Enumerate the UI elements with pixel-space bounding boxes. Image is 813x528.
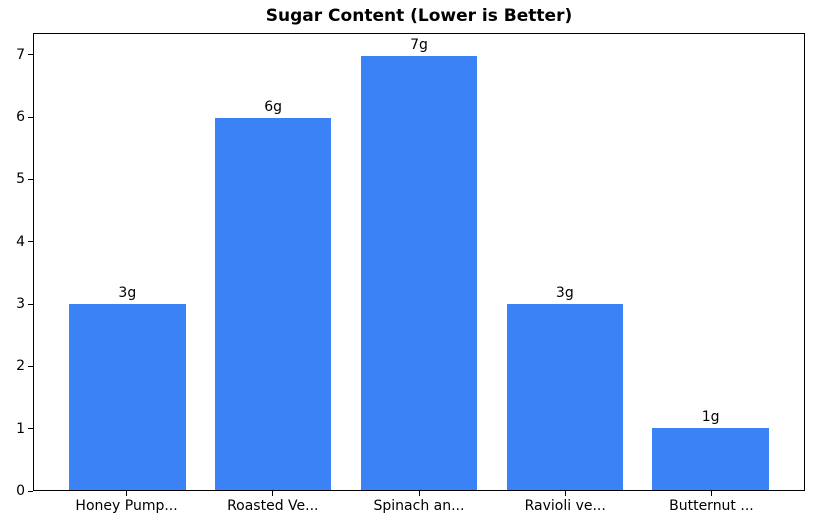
bar-value-label-3: 7g <box>410 36 428 53</box>
y-tick-label: 0 <box>16 483 25 499</box>
y-tick-mark <box>28 54 33 56</box>
y-tick-label: 4 <box>16 233 25 250</box>
y-tick-label: 7 <box>16 46 25 63</box>
y-tick-label: 6 <box>16 109 25 126</box>
y-tick-mark <box>28 490 33 492</box>
bar-value-label-4: 3g <box>555 284 574 301</box>
x-tick-label-4: Ravioli ve... <box>524 498 606 514</box>
y-tick-mark <box>28 116 33 118</box>
x-tick-mark <box>418 491 420 496</box>
y-tick-mark <box>28 241 33 243</box>
bar-3 <box>360 55 478 490</box>
x-tick-label-5: Butternut ... <box>669 498 754 514</box>
y-tick-label: 1 <box>16 420 25 437</box>
bar-value-label-5: 1g <box>701 408 720 425</box>
y-tick-mark <box>28 178 33 180</box>
y-tick-label: 3 <box>16 296 25 313</box>
x-tick-label-3: Spinach an... <box>373 498 465 514</box>
bar-2 <box>214 117 332 490</box>
bar-1 <box>69 303 186 490</box>
y-tick-mark <box>28 428 33 430</box>
x-tick-mark <box>710 491 712 496</box>
bar-5 <box>652 427 769 490</box>
chart-title: Sugar Content (Lower is Better) <box>265 6 573 26</box>
y-tick-label: 2 <box>16 358 25 375</box>
x-tick-label-1: Honey Pump... <box>75 498 178 514</box>
plot-area: 3g 6g 7g 3g 1g <box>33 33 805 491</box>
x-tick-mark <box>272 491 274 496</box>
bar-value-label-1: 3g <box>118 284 137 301</box>
bar-4 <box>506 303 624 490</box>
y-tick-mark <box>28 303 33 305</box>
x-tick-label-2: Roasted Ve... <box>227 498 319 514</box>
y-tick-label: 5 <box>16 171 25 188</box>
x-tick-mark <box>564 491 566 496</box>
bar-value-label-2: 6g <box>264 98 283 115</box>
y-tick-mark <box>28 365 33 367</box>
x-tick-mark <box>126 491 128 496</box>
